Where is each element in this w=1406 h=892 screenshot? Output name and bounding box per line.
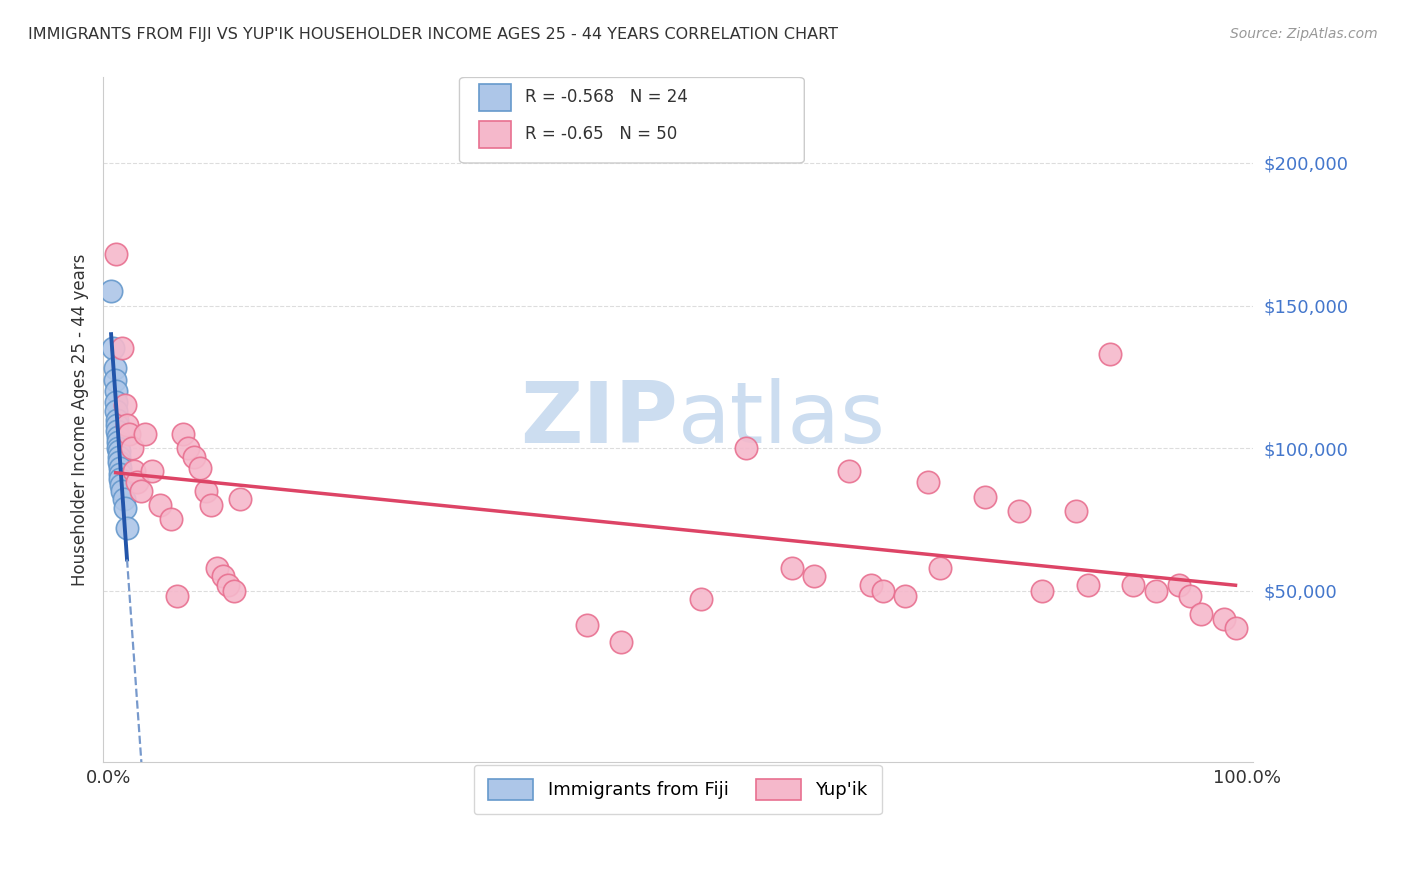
Point	[1031, 583, 1053, 598]
Text: atlas: atlas	[678, 378, 886, 461]
Point	[108, 455, 131, 469]
Point	[107, 435, 129, 450]
Point	[108, 473, 131, 487]
Y-axis label: Householder Income Ages 25 - 44 years: Householder Income Ages 25 - 44 years	[72, 253, 89, 586]
FancyBboxPatch shape	[479, 84, 512, 111]
Text: R = -0.65   N = 50: R = -0.65 N = 50	[524, 126, 678, 144]
Point	[114, 501, 136, 516]
Point	[111, 483, 134, 498]
Point	[575, 618, 598, 632]
Point	[872, 583, 894, 598]
Point	[1122, 578, 1144, 592]
Point	[104, 384, 127, 398]
Point	[1144, 583, 1167, 598]
Point	[104, 247, 127, 261]
Point	[1064, 504, 1087, 518]
Point	[110, 478, 132, 492]
Point	[780, 561, 803, 575]
Point	[838, 464, 860, 478]
Point	[112, 492, 135, 507]
Point	[894, 590, 917, 604]
Point	[103, 341, 125, 355]
Point	[205, 561, 228, 575]
Point	[735, 441, 758, 455]
Point	[928, 561, 950, 575]
Point	[974, 490, 997, 504]
Point	[105, 412, 128, 426]
Point	[1167, 578, 1189, 592]
Point	[129, 483, 152, 498]
Point	[105, 418, 128, 433]
Point	[134, 426, 156, 441]
Text: IMMIGRANTS FROM FIJI VS YUP'IK HOUSEHOLDER INCOME AGES 25 - 44 YEARS CORRELATION: IMMIGRANTS FROM FIJI VS YUP'IK HOUSEHOLD…	[28, 27, 838, 42]
Point	[1077, 578, 1099, 592]
Point	[108, 461, 131, 475]
Point	[689, 592, 711, 607]
Point	[200, 498, 222, 512]
Point	[103, 373, 125, 387]
Point	[228, 492, 250, 507]
Point	[121, 441, 143, 455]
Point	[1099, 347, 1122, 361]
Point	[108, 467, 131, 481]
Point	[188, 461, 211, 475]
Text: ZIP: ZIP	[520, 378, 678, 461]
Point	[803, 569, 825, 583]
Point	[127, 475, 149, 490]
Point	[183, 450, 205, 464]
Point	[103, 361, 125, 376]
Point	[860, 578, 883, 592]
Point	[1189, 607, 1212, 621]
Point	[149, 498, 172, 512]
FancyBboxPatch shape	[479, 121, 512, 148]
FancyBboxPatch shape	[460, 78, 804, 163]
Point	[108, 450, 131, 464]
Point	[111, 341, 134, 355]
Legend: Immigrants from Fiji, Yup'ik: Immigrants from Fiji, Yup'ik	[474, 764, 882, 814]
Point	[217, 578, 239, 592]
Point	[100, 285, 122, 299]
Point	[118, 426, 141, 441]
Point	[160, 512, 183, 526]
Point	[114, 398, 136, 412]
Point	[1178, 590, 1201, 604]
Point	[177, 441, 200, 455]
Point	[115, 418, 138, 433]
Point	[172, 426, 194, 441]
Point	[1225, 621, 1247, 635]
Point	[610, 635, 633, 649]
Text: Source: ZipAtlas.com: Source: ZipAtlas.com	[1230, 27, 1378, 41]
Point	[166, 590, 188, 604]
Point	[1008, 504, 1031, 518]
Point	[211, 569, 233, 583]
Text: R = -0.568   N = 24: R = -0.568 N = 24	[524, 88, 688, 106]
Point	[115, 521, 138, 535]
Point	[1213, 612, 1236, 626]
Point	[107, 441, 129, 455]
Point	[917, 475, 939, 490]
Point	[105, 424, 128, 438]
Point	[194, 483, 217, 498]
Point	[104, 395, 127, 409]
Point	[107, 430, 129, 444]
Point	[104, 404, 127, 418]
Point	[108, 444, 131, 458]
Point	[141, 464, 163, 478]
Point	[122, 464, 145, 478]
Point	[222, 583, 245, 598]
